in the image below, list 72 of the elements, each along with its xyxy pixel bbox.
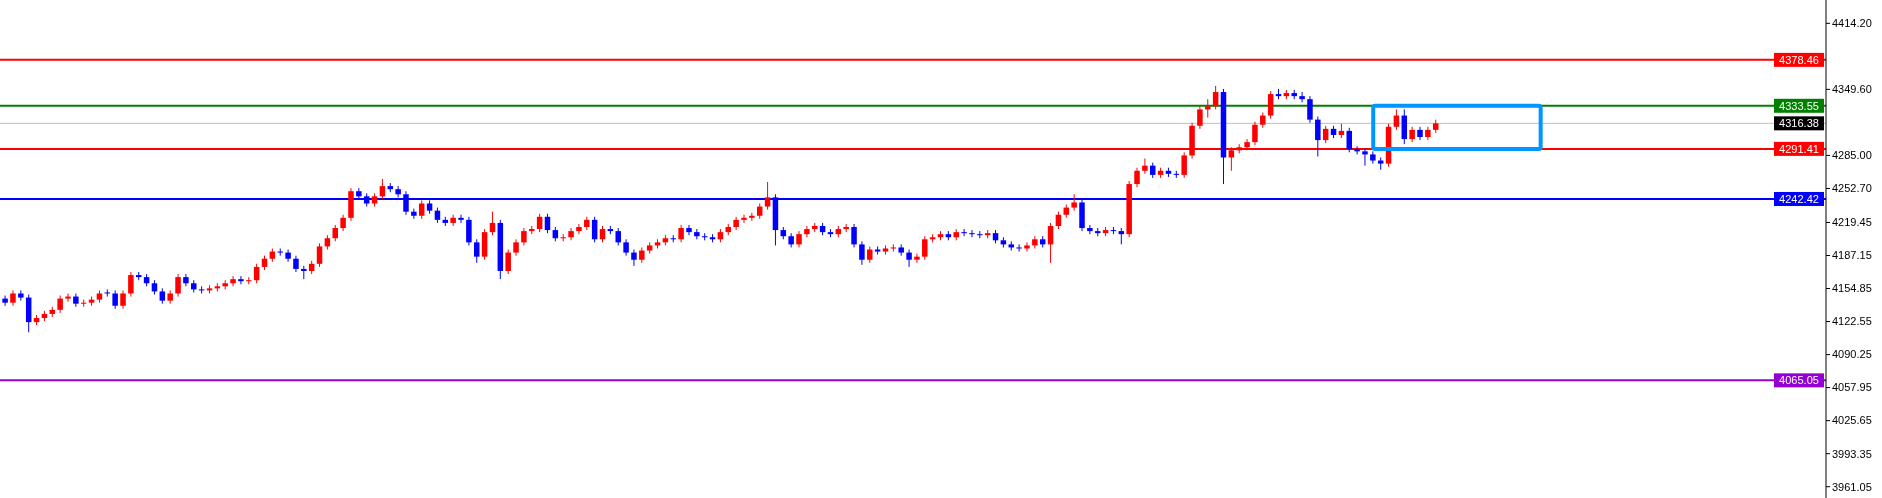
candlestick (128, 271, 134, 298)
ref-line-label: 4378.46 (1779, 53, 1819, 66)
candlestick (804, 225, 810, 238)
candlestick (631, 249, 637, 267)
candlestick (922, 235, 928, 261)
candlestick (1087, 224, 1093, 235)
candlestick (285, 249, 291, 263)
candlestick (906, 249, 912, 268)
candlestick (969, 229, 975, 238)
candlestick (1205, 98, 1211, 119)
ref-line-label: 4333.55 (1779, 99, 1819, 112)
candlestick (961, 228, 967, 237)
y-tick-label: 4219.45 (1832, 216, 1872, 229)
candlestick (1197, 105, 1203, 130)
ref-line-label: 4242.42 (1779, 192, 1819, 205)
candlestick (1267, 90, 1274, 120)
candlestick (851, 223, 857, 248)
y-tick-label: 3961.05 (1832, 480, 1872, 493)
candlestick (505, 249, 511, 275)
y-tick-label: 4285.00 (1832, 149, 1872, 162)
y-tick-label: 4090.25 (1832, 348, 1872, 361)
candlestick (418, 199, 425, 220)
y-tick-label: 4122.55 (1832, 315, 1872, 328)
candlestick (1425, 126, 1431, 141)
candlestick (914, 253, 920, 264)
candlestick (1417, 126, 1423, 141)
candlestick (741, 214, 747, 224)
candlestick (1354, 145, 1360, 155)
candlestick (686, 224, 692, 236)
y-tick-label: 3993.35 (1832, 447, 1872, 460)
candlestick (112, 289, 118, 310)
ref-line-label: 4065.05 (1779, 374, 1819, 387)
y-tick-label: 4252.70 (1832, 182, 1872, 195)
candlestick (1016, 243, 1022, 253)
candlestick (65, 292, 71, 303)
candlestick (733, 216, 739, 231)
candlestick (568, 227, 574, 241)
candlestick (859, 240, 865, 266)
y-tick-label: 4057.95 (1832, 381, 1872, 394)
candlestick (749, 212, 755, 222)
candlestick (576, 223, 582, 235)
candlestick (764, 181, 771, 211)
candlestick (1142, 158, 1148, 175)
candlestick (238, 275, 244, 285)
candlestick (175, 273, 181, 298)
candlestick (1315, 116, 1321, 157)
y-tick-label: 4187.15 (1832, 249, 1872, 262)
candlestick (1252, 121, 1258, 146)
ref-line-label: 4291.41 (1779, 142, 1819, 155)
candlestick (1071, 193, 1077, 212)
candlestick (230, 275, 236, 287)
candlestick (183, 273, 189, 287)
candlestick (466, 216, 472, 246)
y-tick-label: 4349.60 (1832, 83, 1872, 96)
candlestick (277, 247, 283, 257)
ref-line-label: 4316.38 (1779, 117, 1819, 130)
candlestick (316, 242, 323, 268)
candlestick (411, 208, 417, 220)
y-tick-label: 4414.20 (1832, 17, 1872, 30)
y-tick-label: 4154.85 (1832, 282, 1872, 295)
candlestick (73, 292, 79, 308)
candlestick (2, 295, 8, 307)
y-tick-label: 4025.65 (1832, 414, 1872, 427)
candlestick (1299, 91, 1305, 103)
candlestick (458, 214, 464, 224)
candlestick (120, 289, 126, 310)
candlestick (473, 238, 480, 264)
candlestick (1362, 147, 1368, 167)
candlestick (1134, 167, 1140, 188)
candlestick (1024, 241, 1030, 253)
candlestick (1307, 95, 1313, 124)
candlestick (1181, 151, 1187, 179)
